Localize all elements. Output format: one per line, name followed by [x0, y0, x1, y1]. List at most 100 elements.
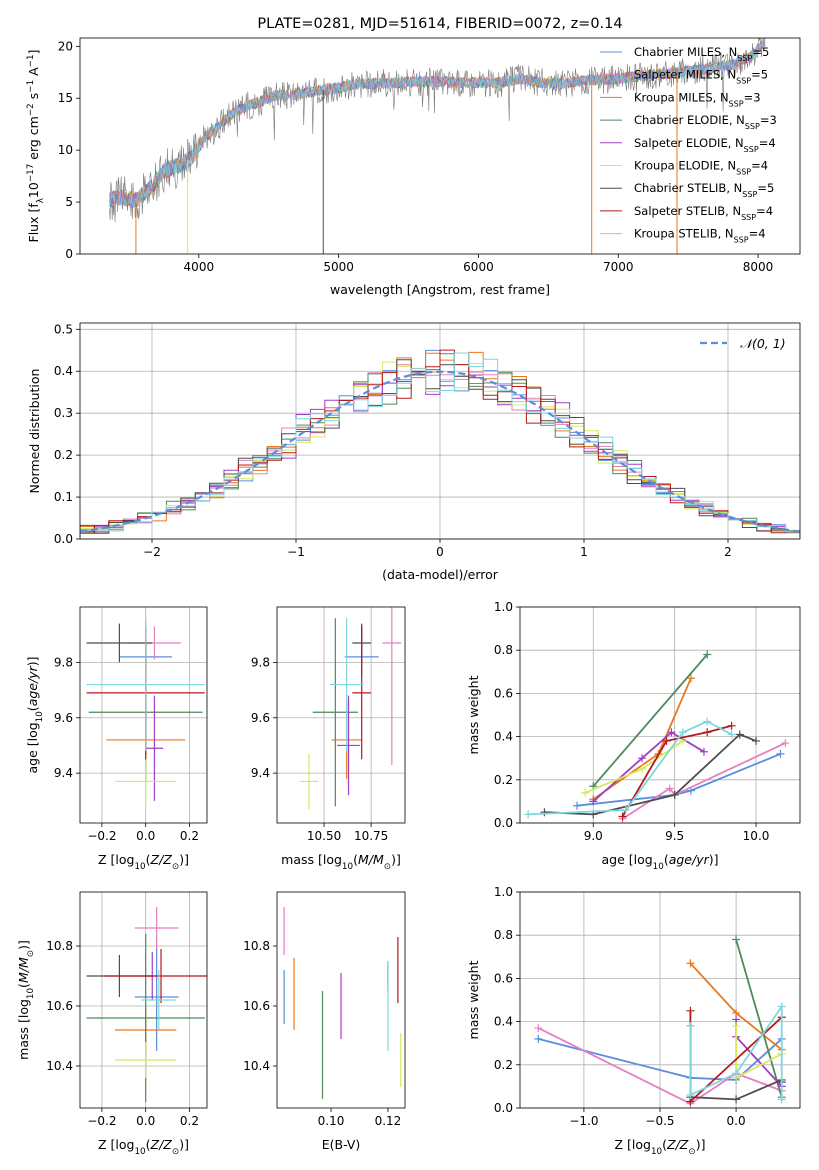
axes-mass_vs_ebv: 0.10 0.12 10.4 10.6 10.8 E(B-V)	[243, 891, 406, 1152]
legend-label: Salpeter MILES, NSSP=5	[634, 68, 768, 86]
ticks-spectrum: 4000 5000 6000 7000 8000 0 5 10 15 20	[58, 39, 774, 274]
label-part: (	[146, 852, 151, 867]
ticks-age_vs_Z: −0.2 0.0 0.2 9.4 9.6 9.8	[54, 655, 199, 843]
axes-frame	[79, 891, 208, 1109]
axes-weight_vs_Z: −1.0 −0.5 0.0 0.0 0.2 0.4 0.6 0.8 1.0 Z [log10(Z/…	[466, 885, 801, 1157]
y-tick-label: 5	[65, 195, 73, 209]
data-point	[572, 801, 581, 810]
axes-frame	[519, 606, 801, 824]
data-point	[540, 808, 549, 817]
label-part: (	[16, 983, 31, 988]
y-axis-label: age [log10(age/yr)]	[25, 656, 45, 773]
x-axis-label: Z [log10(Z/Z⊙)]	[98, 1137, 189, 1157]
x-tick-label: 0.0	[727, 1114, 746, 1128]
x-axis-label: wavelength [Angstrom, rest frame]	[330, 282, 550, 297]
label-part: =4	[751, 159, 768, 173]
x-tick-label: 10.0	[743, 829, 770, 843]
data-point	[703, 728, 712, 737]
label-part: )]	[16, 940, 31, 950]
series-line	[538, 1038, 783, 1081]
label-part: =5	[757, 181, 774, 195]
y-axis-label: Flux [fλ10−17 erg cm−2 s−1 A−1]	[26, 50, 46, 243]
data-point	[752, 736, 761, 745]
label-part: 10	[653, 862, 664, 872]
label-part: ⊙	[26, 950, 36, 957]
label-part: Chabrier ELODIE, N	[634, 113, 745, 127]
label-part: E(B-V)	[322, 1137, 361, 1152]
label-part: Salpeter MILES, N	[634, 68, 736, 82]
label-part: Z/Z	[666, 1137, 689, 1152]
label-part: Z [log	[615, 1137, 651, 1152]
y-axis-label: Normed distribution	[27, 369, 42, 494]
label-part: M/M	[16, 957, 31, 983]
data-point	[686, 1021, 695, 1030]
axes-age_vs_mass: 10.50 10.75 9.4 9.6 9.8 mass [log10(M/M⊙)]	[251, 606, 406, 872]
x-tick-label: −0.2	[87, 1114, 116, 1128]
plot-area-mass_vs_Z	[86, 907, 207, 1102]
data-point	[670, 790, 679, 799]
label-part: age/yr	[669, 852, 710, 867]
data-point	[686, 959, 695, 968]
data-point	[703, 650, 712, 659]
x-tick-label: 1	[580, 545, 588, 559]
axes-frame	[79, 322, 801, 540]
x-tick-label: 2	[724, 545, 732, 559]
x-axis-label: age [log10(age/yr)]	[601, 852, 718, 872]
axes-weight_vs_age: 9.0 9.5 10.0 0.0 0.2 0.4 0.6 0.8 1.0 age [log10(a…	[466, 600, 801, 872]
label-part: erg cm	[26, 116, 41, 164]
x-axis-label: (data-model)/error	[382, 567, 499, 582]
data-point	[735, 730, 744, 739]
y-tick-label: 0.0	[494, 1101, 513, 1115]
y-tick-label: 10.8	[243, 939, 270, 953]
label-part: mass [log	[281, 852, 342, 867]
y-tick-label: 10.6	[46, 999, 73, 1013]
x-axis-label: mass [log10(M/M⊙)]	[281, 852, 401, 872]
ticks-residuals: −2 −1 0 1 2 0.0 0.1 0.2 0.3 0.4 0.5	[54, 322, 732, 559]
label-part: 10	[26, 988, 36, 999]
data-point	[581, 788, 590, 797]
label-part: Z/Z	[150, 852, 173, 867]
x-tick-label: 4000	[184, 260, 215, 274]
y-tick-label: 0.6	[494, 971, 513, 985]
data-point	[686, 674, 695, 683]
label-part: Chabrier MILES, N	[634, 45, 737, 59]
y-axis-label: mass weight	[466, 960, 481, 1039]
y-tick-label: 0.4	[54, 364, 73, 378]
spectrum-line	[109, 38, 766, 208]
data-point	[534, 1024, 543, 1033]
label-part: age/yr	[25, 665, 40, 706]
label-part: age [log	[601, 852, 652, 867]
data-point	[781, 739, 790, 748]
data-point	[678, 728, 687, 737]
label-part: (	[353, 852, 358, 867]
y-tick-label: 0.8	[494, 928, 513, 942]
series-line	[592, 653, 708, 787]
y-tick-label: 0.2	[494, 1058, 513, 1072]
label-part: −1	[26, 54, 36, 67]
legend-label: 𝒩(0, 1)	[740, 336, 786, 351]
y-tick-label: 0.4	[494, 730, 513, 744]
y-tick-label: 10.8	[46, 939, 73, 953]
series-line	[621, 724, 732, 817]
y-tick-label: 0	[65, 247, 73, 261]
label-part: Kroupa ELODIE, N	[634, 159, 736, 173]
x-tick-label: 10.75	[354, 829, 388, 843]
y-tick-label: 10.4	[243, 1059, 270, 1073]
label-part: Salpeter ELODIE, N	[634, 136, 744, 150]
y-tick-label: 0.2	[494, 773, 513, 787]
y-tick-label: 20	[58, 39, 73, 53]
series-line	[622, 742, 786, 820]
label-part: ⊙	[172, 862, 179, 872]
label-part: M/M	[358, 852, 384, 867]
y-tick-label: 1.0	[494, 600, 513, 614]
plot-area-residuals	[80, 349, 800, 538]
label-part: )]	[25, 656, 40, 666]
data-point	[776, 749, 785, 758]
ticks-age_vs_mass: 10.50 10.75 9.4 9.6 9.8	[251, 655, 388, 843]
normal-curve	[80, 370, 800, 533]
axes-frame	[79, 606, 208, 824]
y-tick-label: 9.4	[54, 766, 73, 780]
y-tick-label: 15	[58, 91, 73, 105]
